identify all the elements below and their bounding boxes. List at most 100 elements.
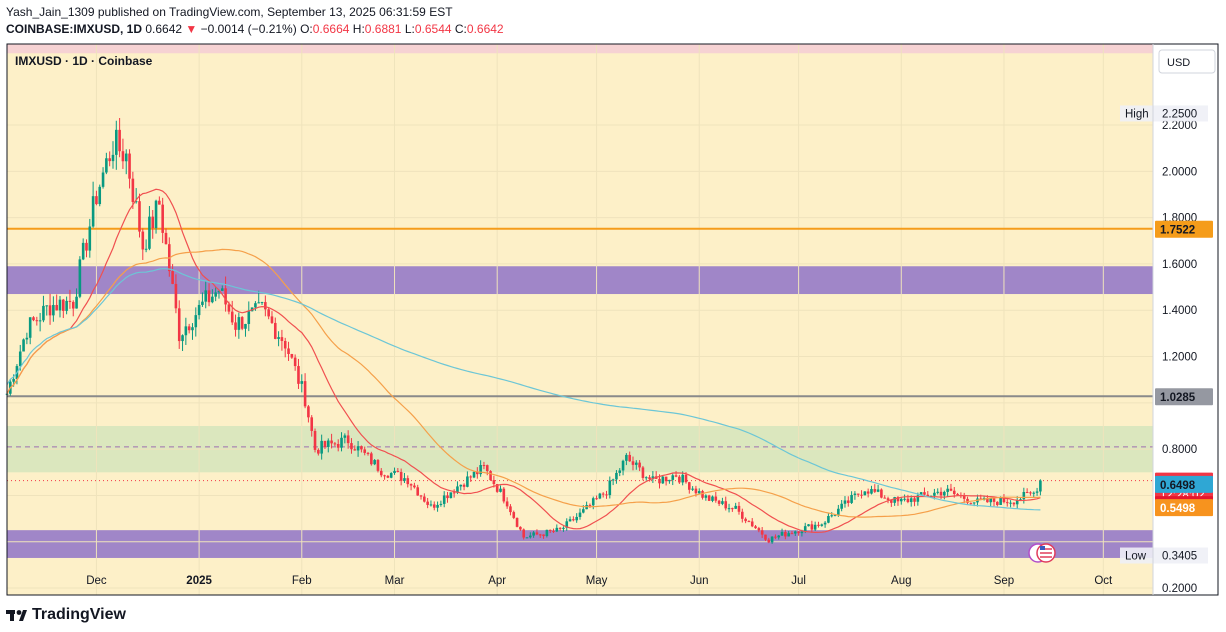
candle (134, 188, 138, 204)
candle-body (479, 465, 482, 475)
candle (558, 527, 562, 531)
candle-body (793, 531, 797, 534)
candle (671, 473, 675, 486)
candle-body (886, 498, 890, 500)
candle (727, 503, 731, 513)
candle-body (919, 492, 923, 496)
candle (283, 337, 287, 358)
candle (628, 451, 631, 462)
candle-body (482, 465, 486, 467)
candle (996, 501, 999, 507)
candle (525, 537, 529, 539)
candle (121, 138, 125, 169)
candle-body (45, 305, 49, 307)
candle (535, 529, 539, 536)
candle-body (118, 129, 121, 152)
candle-body (694, 488, 698, 494)
candle-body (853, 493, 857, 495)
candle-body (664, 476, 668, 482)
candle-body (850, 494, 853, 503)
candle (28, 317, 32, 345)
candle (740, 508, 744, 523)
candle (717, 499, 721, 507)
candle-body (320, 440, 323, 454)
candle-body (608, 480, 612, 496)
candle (105, 152, 108, 175)
candle (386, 474, 390, 479)
flag-canton (1040, 546, 1045, 550)
candle (843, 496, 847, 508)
candle (350, 438, 353, 454)
candle (326, 438, 330, 453)
candle-body (52, 304, 55, 316)
candle (442, 491, 446, 508)
candle-body (807, 524, 810, 527)
candle (747, 520, 751, 523)
candle-body (48, 305, 52, 316)
candle (923, 487, 926, 496)
candle-body (115, 129, 118, 155)
candle-body (760, 530, 764, 535)
candle (62, 298, 65, 319)
low-value: 0.6544 (414, 22, 452, 36)
price-label-text: High (1125, 108, 1149, 120)
candle-body (770, 536, 774, 543)
candle-body (65, 300, 68, 311)
candle-body (992, 498, 996, 502)
candle (774, 534, 777, 540)
x-tick-label: Feb (292, 575, 312, 587)
candle (115, 120, 118, 170)
candle (58, 296, 62, 318)
candle (780, 528, 784, 536)
candle (933, 488, 936, 500)
candle (860, 490, 863, 499)
candle (436, 501, 439, 512)
candle-body (721, 501, 724, 504)
candle (187, 323, 191, 334)
candle (373, 459, 376, 466)
candle-body (98, 186, 102, 205)
candle-body (406, 478, 410, 485)
candle (1002, 494, 1006, 504)
candle-body (264, 302, 267, 310)
candle-body (866, 491, 870, 494)
candle (138, 193, 141, 238)
candle-body (101, 172, 105, 187)
candle (416, 484, 420, 496)
candle-body (949, 488, 953, 491)
candle-body (499, 488, 502, 492)
candle (207, 283, 211, 307)
candle-body (747, 521, 751, 523)
candle-body (505, 501, 509, 507)
candle (71, 300, 75, 317)
candle (807, 524, 810, 527)
candle (52, 296, 55, 322)
candle-body (535, 532, 539, 535)
candle (512, 510, 516, 520)
candle (254, 301, 257, 311)
candle (363, 446, 367, 456)
price-label-value: 0.6498 (1160, 480, 1196, 492)
symbol-name: COINBASE:IMXUSD, 1D (6, 22, 143, 36)
candle-body (707, 495, 711, 501)
candle-body (220, 288, 224, 291)
candle (370, 451, 373, 466)
candle (88, 218, 92, 258)
price-label-value: 1.0285 (1160, 392, 1196, 404)
candle (701, 489, 704, 500)
candle (668, 479, 671, 484)
y-tick-label: 2.0000 (1162, 166, 1197, 178)
candle-body (923, 492, 926, 495)
candle-body (184, 326, 188, 336)
candle-body (582, 509, 585, 513)
candle-body (565, 521, 569, 528)
candle (515, 517, 519, 528)
candle-body (28, 317, 32, 338)
candle (330, 433, 333, 449)
candle-body (830, 515, 834, 517)
candle-body (187, 326, 191, 331)
candle-body (38, 320, 42, 322)
candle-body (174, 283, 178, 309)
candle (532, 530, 535, 538)
